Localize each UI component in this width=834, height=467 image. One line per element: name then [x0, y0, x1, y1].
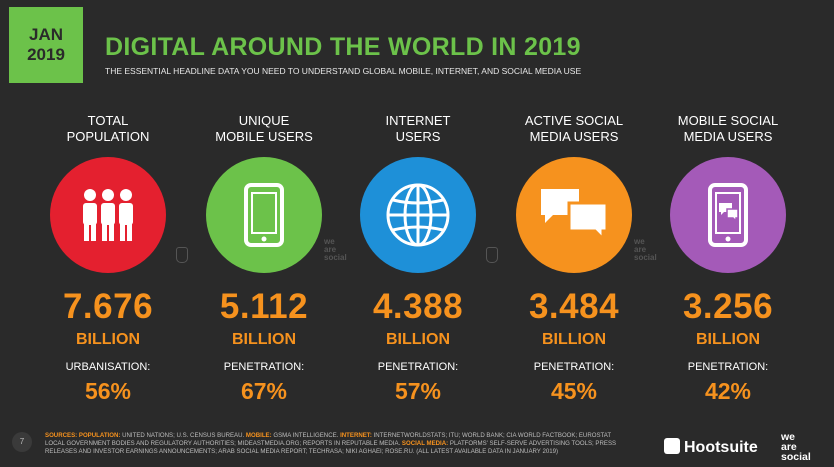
- stat-total-population: TOTAL POPULATION: [30, 113, 186, 273]
- stat-value: 4.388: [372, 287, 464, 326]
- watermark-line3: social: [634, 253, 657, 262]
- people-icon: [50, 157, 166, 273]
- stat-label-line1: MOBILE SOCIAL: [677, 113, 779, 128]
- stat-unit: BILLION: [76, 331, 140, 348]
- sources-social-label: SOCIAL MEDIA:: [401, 440, 449, 447]
- sources-population-text: UNITED NATIONS; U.S. CENSUS BUREAU.: [120, 432, 246, 439]
- stat-unit: BILLION: [232, 331, 296, 348]
- stat-sub-value: 42%: [704, 378, 752, 404]
- sources-mobile-label: MOBILE:: [245, 432, 272, 439]
- stat-mobile-social-media-users: MOBILE SOCIAL MEDIA USERS: [650, 113, 806, 273]
- logo-line1: we: [781, 431, 796, 443]
- watermark-line1: we: [324, 237, 335, 246]
- stat-label-line2: USERS: [395, 129, 441, 144]
- stat-label: TOTAL POPULATION: [30, 113, 186, 145]
- stat-label: INTERNET USERS: [340, 113, 496, 145]
- stat-label-line2: POPULATION: [66, 129, 150, 144]
- mobile-phone-icon: [206, 157, 322, 273]
- stat-unit: BILLION: [696, 331, 760, 348]
- stat-value: 7.676: [62, 287, 154, 326]
- page-subtitle: THE ESSENTIAL HEADLINE DATA YOU NEED TO …: [105, 66, 582, 76]
- watermark-line1: we: [634, 237, 645, 246]
- stat-value: 3.484: [528, 287, 620, 326]
- date-month: JAN: [28, 25, 63, 44]
- stat-label-line2: MEDIA USERS: [683, 129, 773, 144]
- stat-sub-value: 67%: [240, 378, 288, 404]
- stat-sub-label: PENETRATION:: [377, 361, 459, 373]
- we-are-social-logo: we are social: [781, 431, 811, 463]
- stat-sub-label: PENETRATION:: [533, 361, 615, 373]
- stat-sub-label: URBANISATION:: [65, 361, 151, 373]
- mobile-chat-icon: [670, 157, 786, 273]
- stat-label: UNIQUE MOBILE USERS: [186, 113, 342, 145]
- watermark-line2: are: [634, 245, 647, 254]
- hootsuite-logo: Hootsuite: [664, 438, 758, 457]
- owl-watermark-icon: [486, 247, 498, 263]
- stat-sub-value: 57%: [394, 378, 442, 404]
- logo-line2: are: [781, 441, 797, 453]
- hootsuite-brand: Hootsuite: [684, 439, 758, 456]
- date-year: 2019: [27, 45, 65, 64]
- stat-value: 5.112: [219, 287, 309, 326]
- page-number: 7: [12, 432, 32, 452]
- stat-unit: BILLION: [542, 331, 606, 348]
- date-badge: JAN 2019: [9, 7, 83, 83]
- stat-label-line1: UNIQUE: [238, 113, 290, 128]
- stat-sub-label: PENETRATION:: [223, 361, 305, 373]
- we-are-social-watermark: we are social: [634, 238, 657, 262]
- stat-label-line2: MOBILE USERS: [215, 129, 313, 144]
- watermark-line3: social: [324, 253, 347, 262]
- sources-population-label: POPULATION:: [78, 432, 121, 439]
- page-title: DIGITAL AROUND THE WORLD IN 2019: [105, 33, 581, 61]
- stat-sub-label: PENETRATION:: [687, 361, 769, 373]
- stat-label: MOBILE SOCIAL MEDIA USERS: [650, 113, 806, 145]
- globe-icon: [360, 157, 476, 273]
- sources-prefix: SOURCES:: [45, 432, 78, 439]
- sources-social-text: PLATFORMS' SELF-SERVE ADVERTISING TOOLS;…: [45, 440, 617, 455]
- stat-label-line1: TOTAL: [87, 113, 129, 128]
- stat-unit: BILLION: [386, 331, 450, 348]
- stat-internet-users: INTERNET USERS: [340, 113, 496, 273]
- sources-internet-label: INTERNET:: [340, 432, 372, 439]
- logo-line3: social: [781, 451, 811, 463]
- stat-unique-mobile-users: UNIQUE MOBILE USERS: [186, 113, 342, 273]
- stat-value: 3.256: [682, 287, 774, 326]
- owl-watermark-icon: [176, 247, 188, 263]
- watermark-line2: are: [324, 245, 337, 254]
- stat-label-line1: INTERNET: [385, 113, 451, 128]
- stat-label-line2: MEDIA USERS: [529, 129, 619, 144]
- stat-label-line1: ACTIVE SOCIAL: [524, 113, 624, 128]
- stat-sub-value: 45%: [550, 378, 598, 404]
- we-are-social-watermark: we are social: [324, 238, 347, 262]
- sources-mobile-text: GSMA INTELLIGENCE.: [271, 432, 341, 439]
- stat-label: ACTIVE SOCIAL MEDIA USERS: [496, 113, 652, 145]
- chat-bubbles-icon: [516, 157, 632, 273]
- sources-text: SOURCES: POPULATION: UNITED NATIONS; U.S…: [45, 432, 625, 456]
- stat-sub-value: 56%: [84, 378, 132, 404]
- hootsuite-owl-icon: [664, 438, 680, 454]
- sources-internet-text: INTERNETWORLDSTATS; ITU; WORLD BANK; CIA…: [45, 432, 612, 447]
- stat-active-social-media-users: ACTIVE SOCIAL MEDIA USERS: [496, 113, 652, 273]
